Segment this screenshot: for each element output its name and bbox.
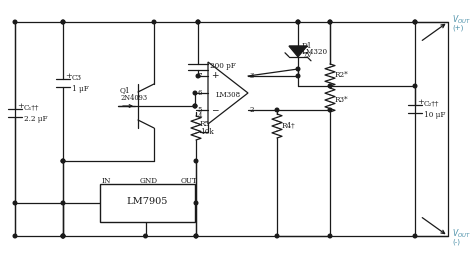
Circle shape <box>194 159 198 163</box>
Circle shape <box>13 201 17 205</box>
Circle shape <box>61 20 65 24</box>
Text: C₁††: C₁†† <box>24 104 39 112</box>
Circle shape <box>194 201 198 205</box>
Text: 4: 4 <box>197 112 202 120</box>
Circle shape <box>61 159 65 163</box>
Text: Q1: Q1 <box>120 86 131 94</box>
Polygon shape <box>289 46 307 57</box>
Text: +: + <box>417 98 424 106</box>
Text: GND: GND <box>140 177 157 185</box>
Text: LM320: LM320 <box>302 48 328 56</box>
Text: R5: R5 <box>200 120 210 128</box>
Circle shape <box>328 84 332 88</box>
Circle shape <box>194 234 198 238</box>
Circle shape <box>296 74 300 78</box>
Text: R4†: R4† <box>282 122 296 130</box>
Circle shape <box>13 234 17 238</box>
Text: 6: 6 <box>197 89 202 97</box>
Circle shape <box>193 104 197 108</box>
Text: 2N4093: 2N4093 <box>120 94 147 102</box>
Circle shape <box>61 20 65 24</box>
Circle shape <box>413 84 417 88</box>
Text: D1: D1 <box>302 42 313 50</box>
Bar <box>100 184 195 222</box>
Text: −: − <box>211 105 219 115</box>
Circle shape <box>196 74 200 78</box>
Text: +: + <box>65 72 72 80</box>
Text: LM7905: LM7905 <box>127 198 168 207</box>
Circle shape <box>193 91 197 95</box>
Text: 5: 5 <box>197 106 202 114</box>
Circle shape <box>413 234 417 238</box>
Circle shape <box>296 20 300 24</box>
Text: 7V: 7V <box>302 51 312 59</box>
Text: OUT: OUT <box>181 177 198 185</box>
Text: $V_{OUT}$: $V_{OUT}$ <box>452 14 470 26</box>
Circle shape <box>193 104 197 108</box>
Circle shape <box>413 20 417 24</box>
Circle shape <box>61 159 65 163</box>
Circle shape <box>328 234 332 238</box>
Text: R3*: R3* <box>335 96 349 104</box>
Circle shape <box>61 234 65 238</box>
Circle shape <box>194 234 198 238</box>
Circle shape <box>328 108 332 112</box>
Text: C3: C3 <box>72 74 82 82</box>
Text: R2*: R2* <box>335 71 349 79</box>
Text: 10k: 10k <box>200 128 214 136</box>
Circle shape <box>296 20 300 24</box>
Text: +: + <box>17 102 24 110</box>
Circle shape <box>328 20 332 24</box>
Circle shape <box>275 108 279 112</box>
Text: 2.2 μF: 2.2 μF <box>24 115 47 123</box>
Circle shape <box>152 20 156 24</box>
Circle shape <box>13 20 17 24</box>
Text: 1 μF: 1 μF <box>72 85 89 93</box>
Text: $V_{OUT}$: $V_{OUT}$ <box>452 228 470 240</box>
Text: 3: 3 <box>250 72 254 80</box>
Text: IN: IN <box>102 177 111 185</box>
Text: C₂††: C₂†† <box>424 100 439 108</box>
Text: LM308: LM308 <box>216 91 241 99</box>
Text: 10 μF: 10 μF <box>424 111 446 119</box>
Text: 7: 7 <box>197 72 202 80</box>
Text: 2: 2 <box>250 106 254 114</box>
Circle shape <box>196 20 200 24</box>
Circle shape <box>296 67 300 71</box>
Text: +: + <box>211 71 219 81</box>
Circle shape <box>61 234 65 238</box>
Circle shape <box>196 20 200 24</box>
Circle shape <box>328 20 332 24</box>
Circle shape <box>144 234 147 238</box>
Text: (+): (+) <box>452 25 463 31</box>
Circle shape <box>61 201 65 205</box>
Circle shape <box>413 20 417 24</box>
Circle shape <box>61 234 65 238</box>
Text: (-): (-) <box>452 239 460 245</box>
Circle shape <box>275 234 279 238</box>
Text: 200 pF: 200 pF <box>210 62 236 70</box>
